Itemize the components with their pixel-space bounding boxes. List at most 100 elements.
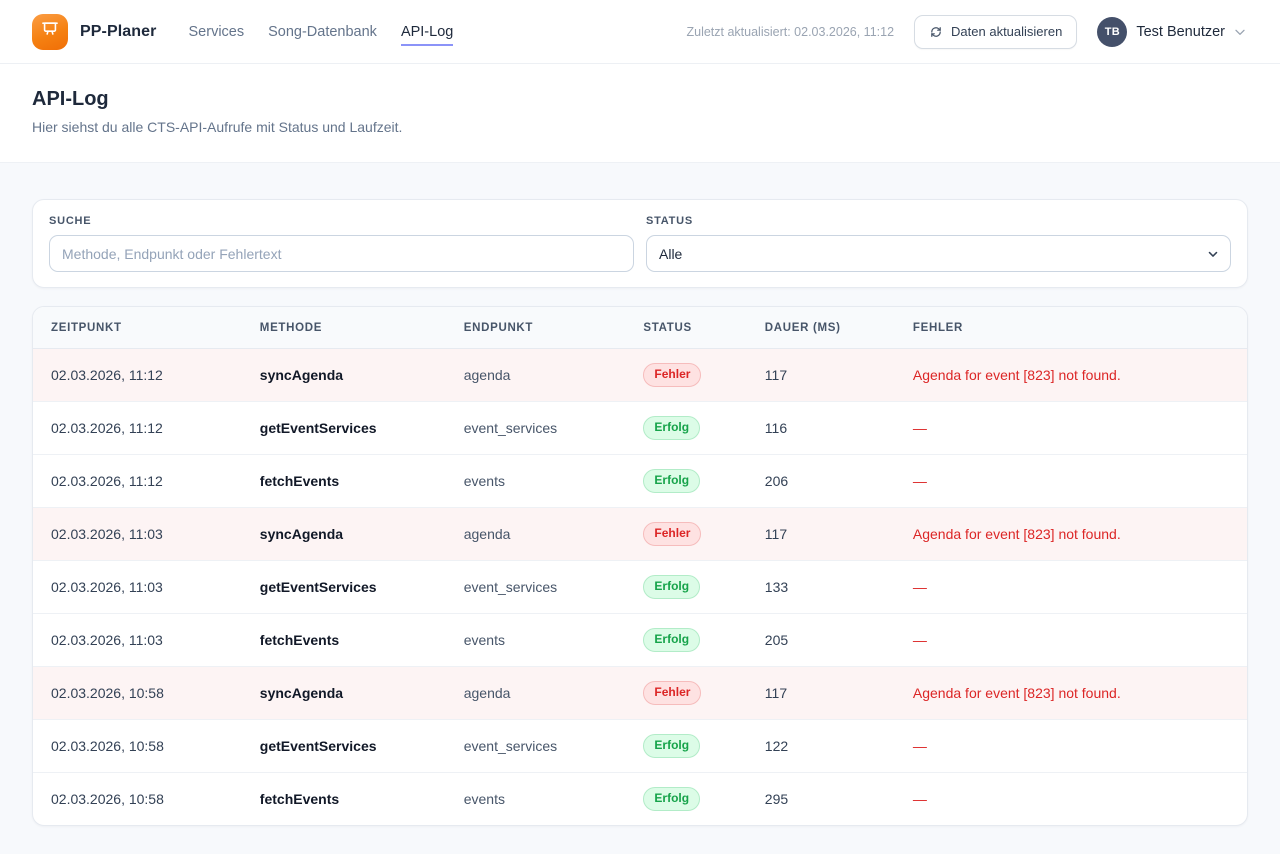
app-logo	[32, 13, 68, 50]
timestamp-cell: 02.03.2026, 10:58	[33, 772, 242, 825]
status-cell: Fehler	[625, 507, 747, 561]
duration-cell: 295	[746, 772, 895, 825]
method-cell: fetchEvents	[241, 613, 446, 667]
error-cell: —	[894, 401, 1247, 455]
endpoint-cell: event_services	[445, 560, 626, 614]
endpoint-cell: events	[445, 454, 626, 508]
table-row: 02.03.2026, 11:03 getEventServices event_s…	[33, 560, 1247, 614]
method-cell: getEventServices	[241, 719, 446, 773]
duration-cell: 117	[746, 507, 895, 561]
method-cell: getEventServices	[241, 560, 446, 614]
method-cell: syncAgenda	[259, 367, 344, 383]
status-select[interactable]: Alle	[646, 235, 1231, 272]
error-cell: —	[894, 719, 1247, 773]
avatar: TB	[1097, 16, 1128, 47]
endpoint-cell: event_services	[445, 719, 626, 773]
status-cell: Fehler	[625, 666, 747, 720]
status-badge: Fehler	[643, 363, 702, 387]
duration-cell: 133	[746, 560, 895, 614]
timestamp-cell: 02.03.2026, 10:58	[33, 666, 242, 720]
page-title: API-Log	[32, 88, 109, 110]
error-cell: Agenda for event [823] not found.	[912, 367, 1121, 383]
endpoint-cell: agenda	[445, 507, 626, 561]
status-cell: Erfolg	[625, 560, 747, 614]
timestamp-cell: 02.03.2026, 11:12	[33, 401, 242, 455]
status-cell: Erfolg	[625, 719, 747, 773]
search-label: SUCHE	[49, 215, 92, 227]
endpoint-cell: events	[445, 613, 626, 667]
top-navigation-bar: PP-Planer Services Song-Datenbank API-Lo…	[0, 0, 1280, 64]
duration-cell: 206	[746, 454, 895, 508]
timestamp-cell: 02.03.2026, 11:12	[51, 367, 163, 383]
method-cell: syncAgenda	[241, 666, 446, 720]
duration-cell: 205	[746, 613, 895, 667]
brand-title: PP-Planer	[80, 22, 157, 40]
table-row: 02.03.2026, 11:12 fetchEvents events Erfolg…	[33, 454, 1247, 508]
status-label: STATUS	[646, 215, 693, 227]
status-badge: Erfolg	[643, 628, 701, 652]
status-cell: Erfolg	[625, 454, 747, 508]
column-header-status: STATUS	[625, 307, 747, 349]
table-row: 02.03.2026, 11:03 syncAgenda agenda Fehler 1…	[33, 507, 1247, 561]
error-cell: —	[894, 613, 1247, 667]
timestamp-cell: 02.03.2026, 11:03	[33, 507, 242, 561]
error-cell: —	[894, 560, 1247, 614]
user-menu[interactable]: TB Test Benutzer	[1097, 16, 1248, 47]
status-badge: Erfolg	[643, 787, 701, 811]
status-cell: Erfolg	[625, 772, 747, 825]
error-cell: —	[894, 454, 1247, 508]
timestamp-cell: 02.03.2026, 11:12	[33, 454, 242, 508]
page-header: API-Log Hier siehst du alle CTS-API-Aufr…	[0, 64, 1280, 163]
log-table-body: 02.03.2026, 11:12 syncAgenda agenda Fehler 1…	[33, 348, 1247, 825]
filter-card: SUCHE STATUS Alle	[32, 199, 1248, 288]
endpoint-cell: event_services	[445, 401, 626, 455]
refresh-icon	[929, 25, 943, 39]
nav-item-api-log[interactable]: API-Log	[400, 18, 454, 46]
column-header-fehler: FEHLER	[894, 307, 1247, 349]
column-header-endpunkt: ENDPUNKT	[445, 307, 626, 349]
status-badge: Erfolg	[643, 416, 701, 440]
status-badge: Fehler	[643, 522, 702, 546]
search-field-group: SUCHE	[49, 215, 634, 272]
error-cell: —	[894, 772, 1247, 825]
user-name: Test Benutzer	[1136, 23, 1225, 40]
search-input[interactable]	[49, 235, 634, 272]
refresh-data-button[interactable]: Daten aktualisieren	[914, 14, 1078, 49]
duration-cell: 117	[764, 367, 788, 383]
timestamp-cell: 02.03.2026, 11:03	[33, 560, 242, 614]
table-row: 02.03.2026, 10:58 fetchEvents events Erfolg…	[33, 772, 1247, 825]
table-row: 02.03.2026, 11:12 syncAgenda agenda Fehler 1…	[33, 348, 1247, 402]
column-header-methode: METHODE	[241, 307, 446, 349]
chevron-down-icon	[1225, 24, 1248, 40]
endpoint-cell: agenda	[463, 367, 511, 383]
status-cell: Erfolg	[625, 401, 747, 455]
nav-item-services[interactable]: Services	[188, 23, 245, 40]
method-cell: fetchEvents	[241, 454, 446, 508]
api-log-table: ZEITPUNKT METHODE ENDPUNKT STATUS DAUER …	[33, 307, 1247, 825]
duration-cell: 116	[746, 401, 895, 455]
page-subtitle: Hier siehst du alle CTS-API-Aufrufe mit …	[32, 119, 403, 135]
duration-cell: 117	[746, 666, 895, 720]
endpoint-cell: agenda	[445, 666, 626, 720]
error-cell: Agenda for event [823] not found.	[894, 666, 1247, 720]
method-cell: syncAgenda	[241, 507, 446, 561]
table-row: 02.03.2026, 10:58 syncAgenda agenda Fehler 1…	[33, 666, 1247, 720]
endpoint-cell: events	[445, 772, 626, 825]
nav-item-song-datenbank[interactable]: Song-Datenbank	[268, 23, 377, 40]
primary-nav: Services Song-Datenbank API-Log	[189, 18, 454, 46]
column-header-dauer: DAUER (MS)	[746, 307, 895, 349]
method-cell: fetchEvents	[241, 772, 446, 825]
main-content: SUCHE STATUS Alle ZEITPUNKT	[0, 163, 1280, 854]
table-row: 02.03.2026, 11:03 fetchEvents events Erfolg…	[33, 613, 1247, 667]
table-row: 02.03.2026, 10:58 getEventServices event_s…	[33, 719, 1247, 773]
status-field-group: STATUS Alle	[646, 215, 1231, 272]
method-cell: getEventServices	[241, 401, 446, 455]
error-cell: Agenda for event [823] not found.	[894, 507, 1247, 561]
column-header-zeitpunkt: ZEITPUNKT	[33, 307, 242, 349]
status-badge: Fehler	[643, 681, 702, 705]
table-header-row: ZEITPUNKT METHODE ENDPUNKT STATUS DAUER …	[33, 307, 1247, 349]
status-badge: Erfolg	[643, 575, 701, 599]
status-cell: Erfolg	[625, 613, 747, 667]
status-badge: Erfolg	[643, 469, 701, 493]
table-row: 02.03.2026, 11:12 getEventServices event_s…	[33, 401, 1247, 455]
